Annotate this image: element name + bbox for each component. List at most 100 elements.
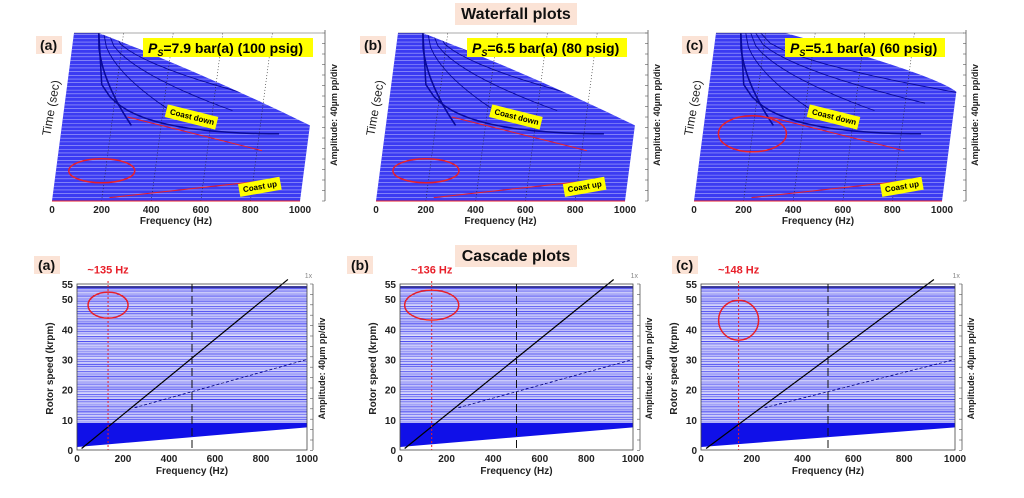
grid-line	[475, 32, 498, 202]
harmonic-curve	[740, 33, 775, 126]
sync-1x-label: 1x	[631, 273, 639, 280]
x-tick-label: 1000	[622, 454, 645, 465]
coast-up-label: Coast up	[880, 176, 924, 197]
pressure-value: =7.9 bar(a) (100 psig)	[163, 40, 303, 56]
coast-down-curve	[740, 33, 922, 135]
x-axis-label: Frequency (Hz)	[792, 466, 864, 477]
x-tick-label: 400	[161, 454, 178, 465]
x-tick-label: 1000	[614, 205, 637, 216]
synchronous-1x-line	[404, 279, 615, 449]
pressure-symbol: P	[148, 40, 158, 56]
pressure-label: PS=6.5 bar(a) (80 psig)	[472, 40, 619, 58]
waterfall-panel-a: 0 200 400 600 800 1000 Frequency (Hz) Time (sec…	[36, 30, 339, 227]
instability-ellipse	[68, 158, 136, 184]
x-axis-label: Frequency (Hz)	[140, 216, 212, 227]
harmonic-curve	[98, 33, 133, 126]
y-tick-label: 0	[691, 446, 697, 457]
x-tick-label: 800	[567, 205, 584, 216]
x-axis-label: Frequency (Hz)	[480, 466, 552, 477]
y-tick-label: 40	[385, 325, 397, 336]
y-tick-label: 10	[62, 416, 74, 427]
y-axis-label: Rotor speed (krpm)	[368, 322, 379, 414]
pressure-box	[143, 38, 313, 57]
cascade-panel-b: 0 200 400 600 800 1000 0 10 20 30 40 50 55 Frequency …	[347, 256, 654, 477]
subsync-circle	[87, 291, 129, 319]
pressure-symbol: P	[472, 40, 482, 56]
coast-down-arrow	[769, 116, 905, 152]
y-tick-label: 20	[385, 386, 397, 397]
title-background	[455, 3, 577, 25]
cascade-title: Cascade plots	[462, 248, 571, 265]
x-tick-label: 600	[192, 205, 209, 216]
pressure-subscript: S	[157, 48, 163, 58]
panel-label: (a)	[40, 37, 57, 53]
panel-label: (c)	[676, 257, 693, 273]
coast-down-arrow	[451, 116, 587, 152]
amplitude-label: Amplitude: 40µm pp/div	[966, 318, 976, 420]
cascade-panel-c: 0 200 400 600 800 1000 0 10 20 30 40 50 55 Frequency …	[669, 256, 976, 477]
grid-line	[792, 32, 816, 202]
x-tick-label: 1000	[289, 205, 312, 216]
harmonic-curve	[422, 33, 457, 126]
x-axis-label: Frequency (Hz)	[156, 466, 228, 477]
harmonic-line	[764, 359, 956, 409]
panel-label-bg	[672, 256, 698, 274]
spectrum-traces	[694, 33, 957, 201]
x-tick-label: 200	[743, 454, 760, 465]
pressure-value: =6.5 bar(a) (80 psig)	[487, 40, 619, 56]
subsync-frequency-annotation: ~136 Hz	[411, 264, 453, 276]
panel-label-bg	[360, 36, 386, 54]
y-tick-label: 0	[67, 446, 73, 457]
sync-1x-label: 1x	[952, 273, 960, 280]
subsync-circle	[403, 289, 460, 321]
x-tick-label: 400	[485, 454, 502, 465]
pressure-box	[467, 38, 627, 57]
label-box	[164, 104, 219, 130]
amplitude-label: Amplitude: 40µm pp/div	[644, 318, 654, 420]
amplitude-label: Amplitude: 40µm pp/div	[652, 64, 662, 166]
y-tick-label: 10	[686, 416, 698, 427]
amplitude-label: Amplitude: 40µm pp/div	[970, 64, 980, 166]
label-box	[880, 176, 924, 197]
amplitude-label: Amplitude: 40µm pp/div	[329, 64, 339, 166]
pressure-label: PS=7.9 bar(a) (100 psig)	[148, 40, 303, 58]
x-tick-label: 0	[397, 454, 403, 465]
spectrum-traces	[52, 33, 310, 201]
panel-label: (b)	[364, 37, 382, 53]
coast-up-label: Coast up	[238, 176, 282, 197]
x-tick-label: 0	[698, 454, 704, 465]
coast-down-arrow	[127, 116, 263, 152]
pressure-value: =5.1 bar(a) (60 psig)	[805, 40, 937, 56]
y-tick-label: 30	[62, 355, 74, 366]
x-tick-label: 600	[517, 205, 534, 216]
y-tick-label: 55	[62, 280, 74, 291]
grid-line	[892, 32, 915, 202]
grid-line	[150, 32, 174, 202]
x-tick-label: 1000	[296, 454, 319, 465]
x-tick-label: 800	[884, 205, 901, 216]
x-tick-label: 800	[578, 454, 595, 465]
x-tick-label: 400	[143, 205, 160, 216]
x-tick-label: 600	[845, 454, 862, 465]
subsync-frequency-annotation: ~148 Hz	[718, 264, 760, 276]
panel-label: (b)	[351, 257, 369, 273]
y-axis-label: Time (sec)	[363, 79, 387, 137]
y-tick-label: 40	[686, 325, 698, 336]
waterfall-panel-b: 0 200 400 600 800 1000 Frequency (Hz) Time (sec…	[360, 30, 662, 227]
harmonic-curve	[750, 33, 875, 112]
pressure-label: PS=5.1 bar(a) (60 psig)	[790, 40, 937, 58]
waterfall-panel-c: 0 200 400 600 800 1000 Frequency (Hz) Time (sec…	[681, 30, 980, 227]
y-tick-label: 55	[686, 280, 698, 291]
instability-ellipse	[717, 115, 788, 153]
y-tick-label: 30	[385, 355, 397, 366]
waterfall-title: Waterfall plots	[461, 6, 571, 23]
x-axis-label: Frequency (Hz)	[464, 216, 536, 227]
x-tick-label: 200	[735, 205, 752, 216]
sync-1x-label: 1x	[305, 273, 313, 280]
y-tick-label: 50	[62, 295, 74, 306]
y-tick-label: 20	[62, 386, 74, 397]
x-tick-label: 1000	[931, 205, 954, 216]
panel-label-bg	[347, 256, 373, 274]
y-axis-label: Time (sec)	[681, 79, 705, 137]
